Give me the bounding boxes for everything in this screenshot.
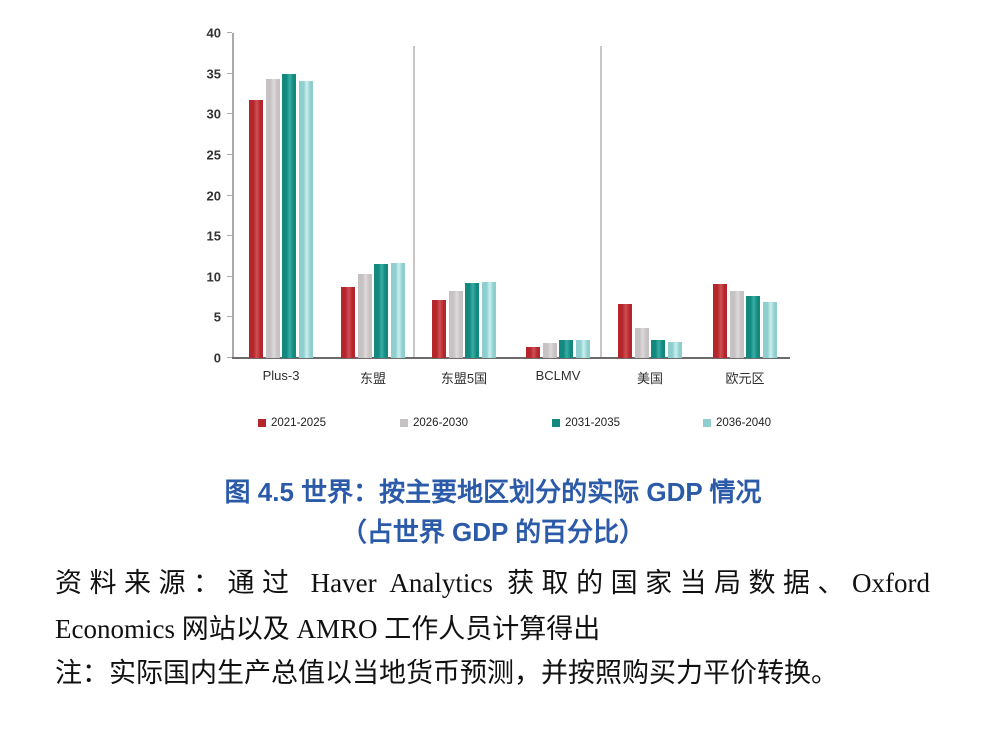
legend-item: 2021-2025 <box>258 417 326 429</box>
y-tick-label: 5 <box>213 309 221 325</box>
bar-2031-2035-东盟5国 <box>465 283 480 358</box>
y-tick-label: 35 <box>206 66 221 82</box>
bar-2031-2035-美国 <box>651 340 666 358</box>
bar-2021-2025-美国 <box>618 303 632 358</box>
bar-2036-2040-Plus-3 <box>299 80 314 358</box>
legend-label: 2021-2025 <box>271 417 326 429</box>
figure-source-line1: 资料来源：通过 Haver Analytics 获取的国家当局数据、Oxford <box>55 568 930 598</box>
y-tick-mark <box>227 275 232 277</box>
x-category-label: 东盟 <box>359 371 387 386</box>
y-tick-label: 15 <box>206 228 221 244</box>
legend-item: 2026-2030 <box>400 417 468 429</box>
y-tick-mark <box>227 194 232 196</box>
x-axis-labels: Plus-3 东盟 东盟5国 BCLMV 美国 欧元区 <box>232 368 788 388</box>
x-category-label: 欧元区 <box>725 371 765 386</box>
bar-2036-2040-BCLMV <box>576 340 591 358</box>
y-tick-mark <box>227 153 232 155</box>
y-tick-mark <box>227 32 232 33</box>
legend-item: 2031-2035 <box>552 417 620 429</box>
panel-separator <box>413 46 415 358</box>
legend-label: 2026-2030 <box>413 417 468 429</box>
bar-2026-2030-Plus-3 <box>265 78 280 358</box>
bar-2026-2030-东盟5国 <box>448 290 463 358</box>
y-tick-mark <box>227 235 232 237</box>
bar-2036-2040-欧元区 <box>763 301 778 358</box>
bar-2021-2025-BCLMV <box>526 347 540 358</box>
x-category-label: 东盟5国 <box>440 371 488 386</box>
figure-title: 图 4.5 世界：按主要地区划分的实际 GDP 情况 <box>224 477 762 507</box>
bar-2026-2030-欧元区 <box>729 291 744 358</box>
y-tick-label: 25 <box>206 147 221 163</box>
legend-item: 2036-2040 <box>703 417 771 429</box>
figure-source: 资料来源：通过 Haver Analytics 获取的国家当局数据、Oxford… <box>55 560 930 652</box>
plot-area <box>227 32 790 359</box>
y-tick-label: 10 <box>206 269 221 285</box>
legend-label: 2031-2035 <box>565 417 620 429</box>
bar-2036-2040-东盟 <box>391 262 406 358</box>
y-axis-line <box>232 33 234 358</box>
y-tick-label: 40 <box>206 25 221 41</box>
x-category-label: 美国 <box>636 371 664 386</box>
y-tick-label: 0 <box>213 350 221 366</box>
bar-2036-2040-美国 <box>668 341 683 358</box>
chart-legend: 2021-2025 2026-2030 2031-2035 2036-2040 <box>185 417 845 435</box>
bar-2021-2025-Plus-3 <box>249 99 263 358</box>
bar-2031-2035-欧元区 <box>746 296 761 358</box>
legend-label: 2036-2040 <box>716 417 771 429</box>
legend-swatch <box>703 419 711 427</box>
bar-2026-2030-BCLMV <box>542 343 557 358</box>
bar-2021-2025-东盟 <box>341 287 355 358</box>
legend-swatch <box>552 419 560 427</box>
bar-2021-2025-东盟5国 <box>432 300 446 358</box>
bar-2026-2030-东盟 <box>357 273 372 358</box>
bar-2021-2025-欧元区 <box>713 284 727 358</box>
gdp-bar-chart: 0 5 10 15 20 25 30 35 40 Plus-3 东盟 东盟5国 BCLMV 美国 欧元区 … <box>185 18 865 453</box>
y-tick-label: 20 <box>206 188 221 203</box>
figure-title-block: 图 4.5 世界：按主要地区划分的实际 GDP 情况 （占世界 GDP 的百分比… <box>0 472 986 552</box>
y-tick-mark <box>227 72 232 74</box>
panel-separator <box>600 46 602 358</box>
figure-subtitle: （占世界 GDP 的百分比） <box>340 517 646 547</box>
figure-source-line2: Economics 网站以及 AMRO 工作人员计算得出 <box>55 614 601 644</box>
y-tick-mark <box>227 316 232 318</box>
bar-2036-2040-东盟5国 <box>482 282 497 358</box>
y-tick-label: 30 <box>206 106 221 122</box>
y-tick-mark <box>227 357 232 358</box>
y-axis-labels: 0 5 10 15 20 25 30 35 40 <box>185 26 227 366</box>
x-category-label: BCLMV <box>535 368 581 383</box>
bar-2031-2035-东盟 <box>374 263 389 358</box>
x-category-label: Plus-3 <box>262 368 300 383</box>
legend-swatch <box>400 419 408 427</box>
legend-swatch <box>258 419 266 427</box>
y-tick-mark <box>227 113 232 115</box>
bar-2026-2030-美国 <box>634 327 649 358</box>
figure-note: 注：实际国内生产总值以当地货币预测，并按照购买力平价转换。 <box>55 658 838 688</box>
bar-2031-2035-BCLMV <box>559 340 574 358</box>
x-axis-line <box>232 357 790 359</box>
bar-2031-2035-Plus-3 <box>282 74 297 358</box>
